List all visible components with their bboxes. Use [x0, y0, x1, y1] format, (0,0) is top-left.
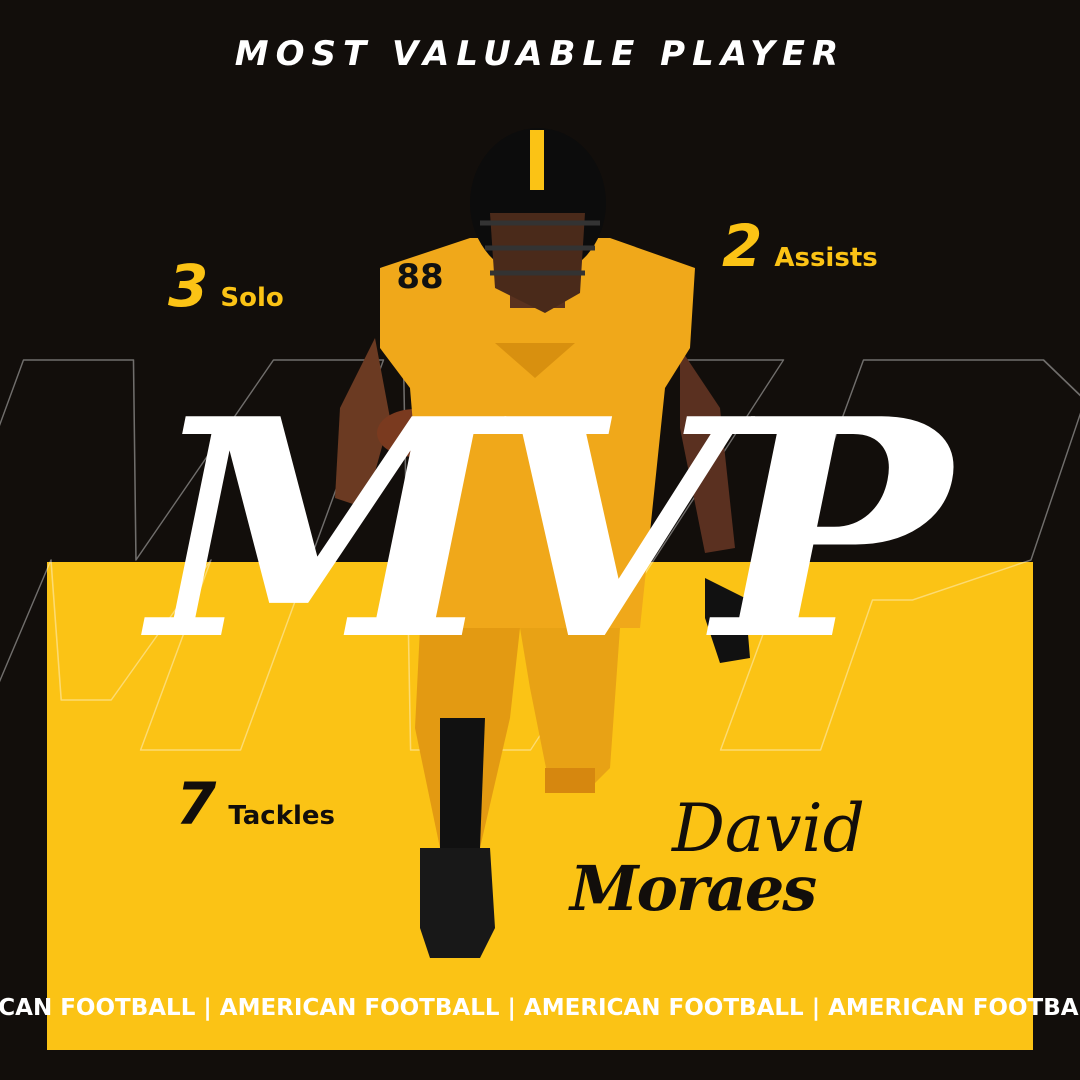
stat-solo: 3 Solo	[168, 252, 284, 320]
player-first-name: David	[672, 790, 865, 867]
stat-solo-label: Solo	[220, 283, 284, 313]
player-image: 88	[335, 128, 750, 958]
watermark-letter-p	[719, 359, 1080, 751]
stat-tackles: 7 Tackles	[176, 770, 335, 838]
stat-assists-label: Assists	[774, 243, 878, 273]
watermark-letter-m	[0, 359, 385, 751]
ticker-text: RICAN FOOTBALL | AMERICAN FOOTBALL | AME…	[0, 995, 1080, 1021]
mvp-headline: MVP	[150, 353, 951, 706]
stat-tackles-value: 7	[176, 770, 217, 838]
stat-assists-value: 2	[722, 212, 763, 280]
page-title: MOST VALUABLE PLAYER	[234, 34, 846, 74]
jersey-number: 88	[396, 257, 443, 297]
stat-assists: 2 Assists	[722, 212, 878, 280]
player-last-name: Moraes	[570, 852, 817, 925]
stat-tackles-label: Tackles	[228, 801, 336, 831]
stat-solo-value: 3	[168, 252, 209, 320]
ticker-banner: RICAN FOOTBALL | AMERICAN FOOTBALL | AME…	[0, 995, 1080, 1021]
